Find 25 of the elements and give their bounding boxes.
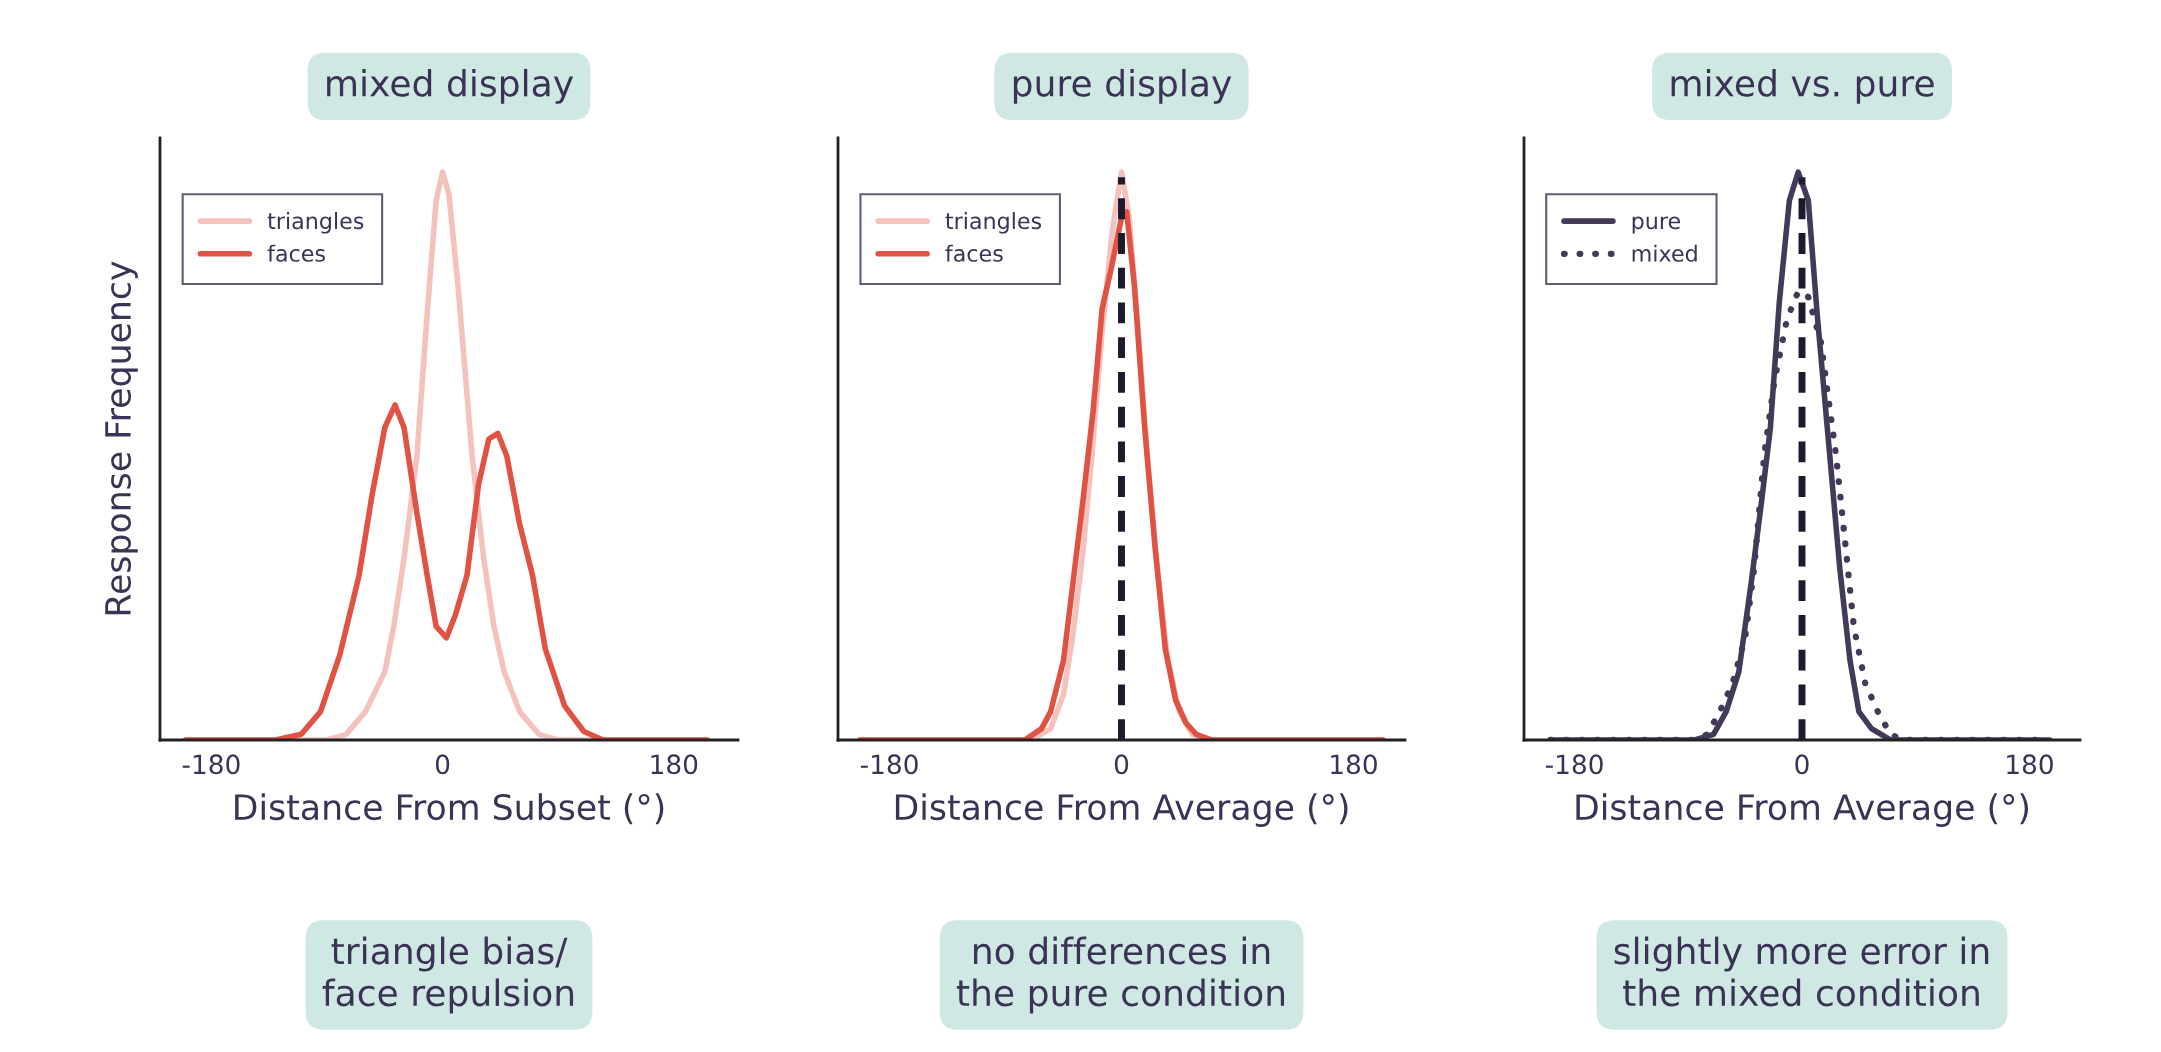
x-tick-label: 0 [1114,754,1129,775]
x-tick-label: -180 [182,754,240,775]
text: triangle bias/ face repulsion [322,936,574,1014]
legend-label: triangles [267,212,364,234]
legend-label: mixed [1632,244,1697,262]
x-tick-label: -180 [860,754,918,775]
legend-label: faces [945,244,1003,262]
x-axis-title: Distance From Average (°) [1576,793,2029,827]
chart-title: mixed vs. pure [1671,68,1934,104]
x-tick-label: 0 [1795,754,1809,775]
x-tick-label: 180 [2007,754,2053,775]
legend-label: pure [1632,216,1680,234]
text: no differences in the pure condition [956,936,1285,1014]
x-axis-title: Distance From Average (°) [895,793,1348,827]
x-tick-label: -180 [1545,754,1603,775]
x-tick-label: 180 [1331,754,1377,775]
chart-title: pure display [1013,68,1232,104]
x-tick-label: 0 [435,754,450,775]
legend-label: triangles [945,212,1042,234]
x-tick-label: 180 [651,754,698,775]
x-axis-title: Distance From Subset (°) [235,793,664,825]
chart-title: mixed display [327,68,574,104]
legend-label: faces [267,244,325,262]
text: slightly more error in the mixed condition [1614,936,1989,1007]
y-axis-title: Response Frequency [105,261,138,615]
